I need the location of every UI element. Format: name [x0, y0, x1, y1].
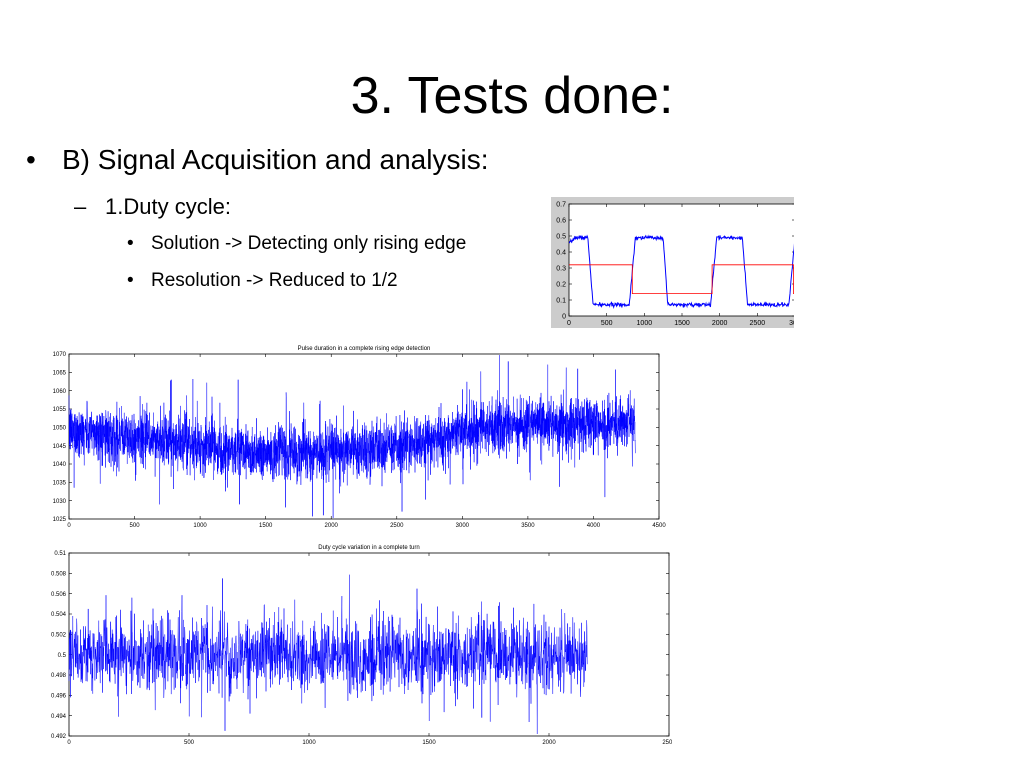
x-tick-label: 4000	[587, 523, 601, 529]
y-tick-label: 0.51	[54, 551, 66, 557]
bullet-marker: •	[26, 144, 36, 175]
duty-cycle-line	[68, 574, 588, 735]
y-tick-label: 0.3	[556, 265, 566, 272]
x-tick-label: 1500	[422, 740, 436, 745]
y-tick-label: 0.1	[556, 297, 566, 304]
y-tick-label: 0.494	[51, 714, 67, 720]
y-tick-label: 1045	[53, 444, 67, 450]
x-tick-label: 1000	[193, 523, 207, 529]
x-tick-label: 0	[567, 320, 571, 327]
y-tick-label: 0.6	[556, 217, 566, 224]
signal-line	[568, 234, 794, 310]
square-wave-chart: 0500100015002000250030000.10.20.30.40.50…	[551, 197, 794, 328]
x-tick-label: 500	[130, 523, 141, 529]
x-tick-label: 2500	[750, 320, 766, 327]
y-tick-label: 0.492	[51, 734, 67, 740]
x-tick-label: 0	[67, 740, 71, 745]
bullet-marker: •	[127, 233, 134, 254]
x-tick-label: 1500	[259, 523, 273, 529]
y-tick-label: 1055	[53, 407, 67, 413]
x-tick-label: 1500	[674, 320, 690, 327]
y-tick-label: 1025	[53, 517, 67, 523]
pulse-duration-line	[68, 355, 636, 518]
y-tick-label: 0.508	[51, 571, 67, 577]
plot-area	[568, 203, 794, 317]
duty-cycle-chart: 0 500 1000 1500 2000 2500 0.492 0.494 0.496 0.498…	[51, 545, 672, 745]
x-tick-label: 2500	[662, 740, 672, 745]
bullet-marker: •	[127, 270, 134, 291]
dash-marker: –	[74, 194, 87, 219]
y-tick-label: 0.2	[556, 281, 566, 288]
bullet-text: Solution -> Detecting only rising edge	[151, 233, 467, 254]
y-tick-label: 0.502	[51, 632, 67, 638]
slide-title: 3. Tests done:	[350, 67, 674, 125]
y-tick-label: 0.5	[58, 653, 67, 659]
threshold-line	[569, 264, 794, 294]
x-tick-label: 0	[67, 523, 71, 529]
y-tick-label: 1065	[53, 370, 67, 376]
y-tick-label: 1050	[53, 425, 67, 431]
y-tick-label: 0.496	[51, 693, 67, 699]
bullet-text: B) Signal Acquisition and analysis:	[62, 144, 489, 175]
bullet-text: 1.Duty cycle:	[105, 194, 231, 219]
chart-title: Duty cycle variation in a complete turn	[318, 545, 419, 551]
x-tick-label: 2000	[542, 740, 556, 745]
x-tick-label: 1000	[637, 320, 653, 327]
x-tick-label: 500	[184, 740, 195, 745]
y-tick-label: 0	[562, 313, 566, 320]
y-tick-label: 1070	[53, 352, 67, 358]
x-tick-label: 2000	[325, 523, 339, 529]
y-tick-label: 0.498	[51, 673, 67, 679]
y-tick-label: 0.4	[556, 249, 566, 256]
y-tick-label: 0.5	[556, 233, 566, 240]
x-tick-label: 3500	[521, 523, 535, 529]
y-tick-label: 1035	[53, 480, 67, 486]
x-tick-label: 500	[601, 320, 613, 327]
x-tick-label: 1000	[302, 740, 316, 745]
x-tick-label: 300	[789, 320, 794, 327]
y-tick-label: 1030	[53, 499, 67, 505]
chart-title: Pulse duration in a complete rising edge…	[298, 346, 431, 352]
y-tick-label: 1060	[53, 389, 67, 395]
y-tick-label: 1040	[53, 462, 67, 468]
x-tick-label: 2500	[390, 523, 404, 529]
x-tick-label: 2000	[712, 320, 728, 327]
pulse-duration-chart: 0 500 1000 1500 2000 2500 3000 3500 4000 4500 1025…	[53, 346, 667, 529]
x-tick-label: 4500	[652, 523, 666, 529]
y-tick-label: 0.506	[51, 592, 67, 598]
y-tick-label: 0.7	[556, 201, 566, 208]
bullet-text: Resolution -> Reduced to 1/2	[151, 270, 398, 291]
y-tick-label: 0.504	[51, 612, 67, 618]
x-tick-label: 3000	[456, 523, 470, 529]
